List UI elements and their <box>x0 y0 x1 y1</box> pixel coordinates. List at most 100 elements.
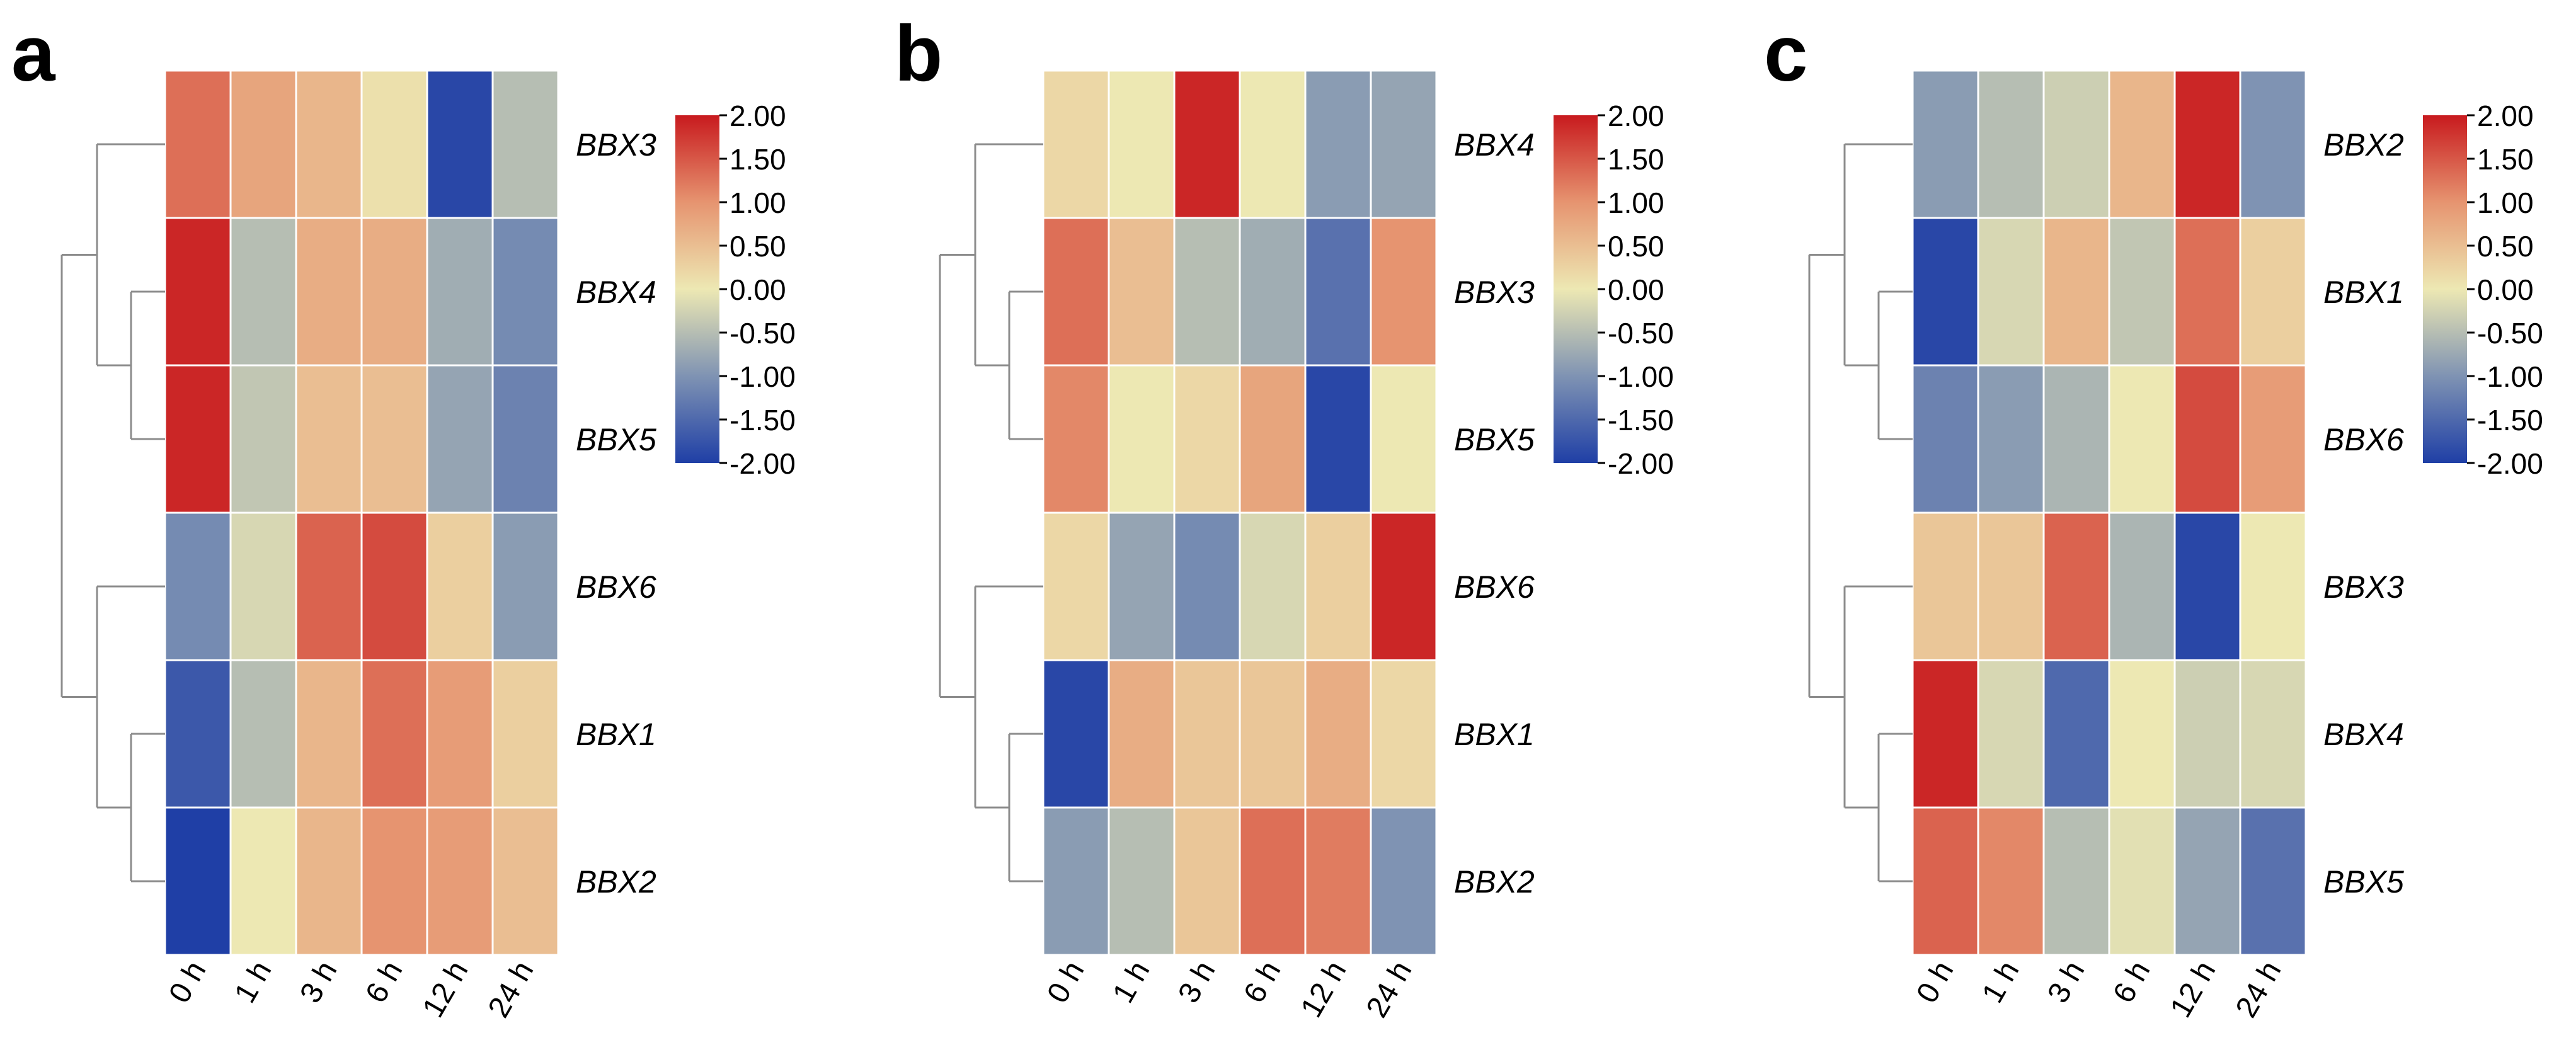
column-label: 3 h <box>1172 956 1222 1008</box>
colorbar-tick-label: 0.00 <box>730 273 786 306</box>
heatmap-cell <box>1042 217 1110 367</box>
row-label: BBX2 <box>576 864 656 899</box>
colorbar-tick-label: 1.00 <box>730 186 786 219</box>
heatmap-cell <box>1042 364 1110 514</box>
column-label: 12 h <box>416 956 475 1023</box>
heatmap-cell <box>1108 364 1176 514</box>
heatmap-cell <box>2042 364 2110 514</box>
heatmap-cell <box>1108 511 1176 661</box>
heatmap-cell <box>1370 806 1438 956</box>
colorbar-tick-label: -0.50 <box>730 317 796 350</box>
colorbar-tick-label: 1.00 <box>1608 186 1664 219</box>
colorbar-tick-label: -1.50 <box>730 404 796 437</box>
heatmap-cell <box>491 69 559 219</box>
heatmap-cell <box>1108 217 1176 367</box>
colorbar-gradient <box>2423 115 2467 463</box>
column-label: 6 h <box>1237 956 1287 1008</box>
column-label: 0 h <box>1041 956 1091 1008</box>
heatmap-cell <box>1977 659 2045 809</box>
row-label: BBX5 <box>2323 864 2404 899</box>
colorbar: 2.00 1.50 1.00 0.50 0.00 -0.50 -1.00 -1.50 -2.00 <box>2423 100 2543 480</box>
heatmap-cell <box>2173 659 2241 809</box>
heatmap-cell <box>491 364 559 514</box>
heatmap-cell <box>295 511 363 661</box>
heatmap-cell <box>491 511 559 661</box>
heatmap-cell <box>1173 659 1241 809</box>
heatmap-cell <box>1239 217 1307 367</box>
heatmap-cell <box>295 806 363 956</box>
row-label: BBX3 <box>1454 275 1535 310</box>
heatmap-cell <box>1108 806 1176 956</box>
heatmap-cell <box>229 217 297 367</box>
heatmap-cell <box>360 806 428 956</box>
colorbar-tick-label: -1.00 <box>730 360 796 393</box>
colorbar-tick-label: 0.50 <box>730 230 786 263</box>
heatmap-cell <box>491 806 559 956</box>
heatmap-cell <box>2173 364 2241 514</box>
colorbar-tick-label: -1.00 <box>1608 360 1674 393</box>
heatmap-cell <box>2239 659 2307 809</box>
heatmap-cell <box>1173 364 1241 514</box>
heatmap-cell <box>1911 69 1979 219</box>
colorbar-tick-label: 2.00 <box>730 100 786 132</box>
heatmap-cell <box>1304 511 1372 661</box>
column-label: 24 h <box>482 956 541 1023</box>
heatmap-cell <box>164 217 232 367</box>
heatmap-cell <box>1977 69 2045 219</box>
dendrogram <box>1808 143 1913 882</box>
column-label: 24 h <box>2230 956 2288 1023</box>
heatmap-cell <box>2042 806 2110 956</box>
heatmap-cell <box>1173 69 1241 219</box>
heatmap-cell <box>1977 806 2045 956</box>
heatmap-cell <box>1304 69 1372 219</box>
column-labels: 0 h 1 h 3 h 6 h 12 h 24 h <box>1041 956 1418 1023</box>
column-label: 0 h <box>163 956 212 1008</box>
heatmap-cell <box>2173 511 2241 661</box>
heatmap-cell <box>2108 659 2176 809</box>
colorbar-tick-label: -0.50 <box>2477 317 2543 350</box>
dendrogram <box>939 143 1043 882</box>
row-labels: BBX2 BBX1 BBX6 BBX3 BBX4 BBX5 <box>2323 127 2404 899</box>
heatmap-cell <box>1911 659 1979 809</box>
heatmap-cell <box>1042 806 1110 956</box>
heatmap-cell <box>426 69 494 219</box>
column-label: 1 h <box>1976 956 2025 1008</box>
heatmap-cell <box>1042 659 1110 809</box>
heatmap-cell <box>360 364 428 514</box>
column-label: 24 h <box>1360 956 1419 1023</box>
heatmap-cell <box>1977 511 2045 661</box>
heatmap-cell <box>1108 69 1176 219</box>
heatmap-cell <box>1304 364 1372 514</box>
heatmap-cell <box>360 659 428 809</box>
heatmap-cell <box>1042 511 1110 661</box>
dendrogram <box>60 143 165 882</box>
colorbar-tick-label: 1.50 <box>1608 143 1664 176</box>
colorbar-tick-label: -2.00 <box>1608 447 1674 480</box>
heatmap-cell <box>1173 217 1241 367</box>
heatmap-cell <box>1239 511 1307 661</box>
row-label: BBX5 <box>576 422 656 457</box>
heatmap-cell <box>164 806 232 956</box>
colorbar-tick-label: 0.50 <box>1608 230 1664 263</box>
heatmap-cell <box>2042 659 2110 809</box>
colorbar-tick-label: -1.50 <box>1608 404 1674 437</box>
heatmap-cell <box>1173 511 1241 661</box>
heatmap-cell <box>2239 511 2307 661</box>
heatmap-cell <box>1370 217 1438 367</box>
column-label: 0 h <box>1910 956 1960 1008</box>
colorbar-tick-label: -1.50 <box>2477 404 2543 437</box>
colorbar: 2.00 1.50 1.00 0.50 0.00 -0.50 -1.00 -1.50 -2.00 <box>1554 100 1674 480</box>
heatmap-cell <box>426 217 494 367</box>
heatmap-cell <box>360 217 428 367</box>
heatmap-cell <box>295 364 363 514</box>
heatmap-cell <box>1239 659 1307 809</box>
panel-label: a <box>11 10 56 98</box>
heatmap-cells <box>164 69 559 956</box>
column-label: 6 h <box>359 956 409 1008</box>
heatmap-cell <box>1977 217 2045 367</box>
heatmap-cell <box>1173 806 1241 956</box>
heatmap-cell <box>1370 511 1438 661</box>
